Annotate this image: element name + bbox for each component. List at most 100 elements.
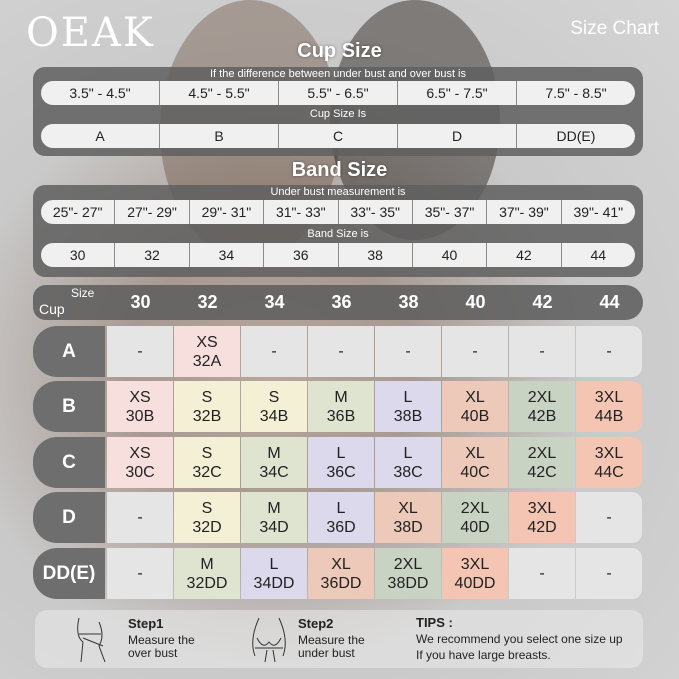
bra-size: 34DD	[253, 574, 295, 592]
size-letter: S	[201, 388, 213, 406]
measurement-cell: 25"- 27"	[41, 200, 116, 224]
size-cell: 2XL 42B	[509, 381, 575, 432]
size-letter: -	[539, 343, 545, 360]
row-label-cup: C	[33, 437, 105, 488]
bra-size: 32A	[192, 352, 222, 370]
step2-title: Step2	[298, 616, 334, 631]
band-cell: 32	[115, 243, 190, 267]
cup-label: Cup Size Is	[309, 108, 367, 120]
band-size-title: Band Size	[291, 159, 388, 181]
difference-cell: 7.5" - 8.5"	[517, 81, 635, 105]
measurement-cell: 37"- 39"	[487, 200, 562, 224]
grid-header: Size Cup 30 32 34 36 38 40 42 44	[33, 285, 643, 320]
bra-size: 34D	[259, 518, 289, 536]
bra-size: 42C	[527, 463, 557, 481]
cup-size-panel: If the difference between under bust and…	[33, 67, 643, 156]
column-header: 34	[264, 292, 285, 312]
bra-size: 44C	[594, 463, 624, 481]
bra-size: 44B	[594, 407, 624, 425]
bra-size: 38D	[393, 518, 423, 536]
size-cell: L 38C	[375, 437, 441, 488]
size-cell: -	[107, 548, 173, 599]
size-letter: L	[336, 444, 346, 462]
band-cell: 40	[412, 243, 488, 267]
over-bust-measure-icon	[77, 617, 106, 663]
bra-size: 32DD	[186, 574, 228, 592]
bra-size: 32C	[192, 463, 222, 481]
size-letter: L	[269, 555, 279, 573]
cup-size-title: Cup Size	[297, 40, 382, 62]
difference-row: 3.5" - 4.5" 4.5" - 5.5" 5.5" - 6.5" 6.5" - …	[41, 81, 635, 105]
measurement-row: 25"- 27" 27"- 29" 29"- 31" 31"- 33" 33"- 35"…	[41, 200, 635, 224]
size-letter: 2XL	[460, 499, 490, 517]
bra-size: 40D	[460, 518, 490, 536]
brand-logo: OEAK	[26, 10, 155, 56]
bra-size: 34C	[259, 463, 289, 481]
size-cell: M 36B	[308, 381, 374, 432]
size-letter: XL	[465, 444, 485, 462]
size-cell: -	[576, 548, 642, 599]
cup-cell: D	[398, 124, 517, 148]
bra-size: 40C	[460, 463, 490, 481]
cup-cell: DD(E)	[517, 124, 635, 148]
size-cell: M 34C	[241, 437, 307, 488]
step2-text1: Measure the	[298, 633, 365, 647]
size-letter: L	[336, 499, 346, 517]
measurement-label: Under bust measurement is	[270, 186, 406, 198]
size-cell: L 36D	[308, 492, 374, 543]
size-letter: -	[137, 509, 143, 526]
size-cell: M 32DD	[174, 548, 240, 599]
band-cell: 36	[264, 243, 339, 267]
size-cell: S 32B	[174, 381, 240, 432]
bra-size: 40B	[460, 407, 490, 425]
size-letter: -	[338, 343, 344, 360]
size-letter: XL	[331, 555, 351, 573]
row-label-cup: DD(E)	[33, 548, 105, 599]
bra-size: 36D	[326, 518, 356, 536]
step1-title: Step1	[128, 616, 164, 631]
size-cell: -	[576, 492, 642, 543]
step1-text2: over bust	[128, 646, 178, 660]
size-letter: 3XL	[460, 555, 490, 573]
size-letter: XL	[398, 499, 418, 517]
size-cell: L 34DD	[241, 548, 307, 599]
band-cell: 34	[189, 243, 265, 267]
size-cell: XL 40B	[442, 381, 508, 432]
size-cell: -	[107, 492, 173, 543]
cup-cell: A	[41, 124, 160, 148]
size-cell: XS 32A	[174, 326, 240, 377]
size-letter: XS	[196, 333, 218, 351]
column-header: 38	[398, 292, 419, 312]
size-cell: 3XL 44C	[576, 437, 642, 488]
column-header: 40	[465, 292, 486, 312]
bra-size: 38C	[393, 463, 423, 481]
size-letter: M	[267, 444, 281, 462]
difference-cell: 4.5" - 5.5"	[160, 81, 279, 105]
difference-cell: 5.5" - 6.5"	[279, 81, 398, 105]
size-letter: 2XL	[527, 388, 557, 406]
size-letter: -	[137, 343, 143, 360]
size-letter: -	[472, 343, 478, 360]
size-letter: 2XL	[393, 555, 423, 573]
difference-cell: 3.5" - 4.5"	[41, 81, 160, 105]
size-letter: L	[403, 388, 413, 406]
size-letter: M	[334, 388, 348, 406]
size-cell: -	[107, 326, 173, 377]
tips-line2: If you have large breasts.	[416, 648, 551, 662]
bra-size: 34B	[259, 407, 289, 425]
cup-cell: C	[279, 124, 398, 148]
step2-text2: under bust	[298, 646, 355, 660]
size-cell: XL 36DD	[308, 548, 374, 599]
measurement-cell: 29"- 31"	[189, 200, 265, 224]
tips-title: TIPS :	[416, 615, 453, 630]
bra-size: 38DD	[387, 574, 429, 592]
band-row: 30 32 34 36 38 40 42 44	[41, 243, 635, 267]
difference-cell: 6.5" - 7.5"	[398, 81, 517, 105]
size-letter: -	[606, 565, 612, 582]
size-letter: -	[606, 509, 612, 526]
row-label-cup: D	[33, 492, 105, 543]
corner-label: Size Cup	[39, 286, 101, 319]
size-cell: -	[576, 326, 642, 377]
size-letter: L	[403, 444, 413, 462]
